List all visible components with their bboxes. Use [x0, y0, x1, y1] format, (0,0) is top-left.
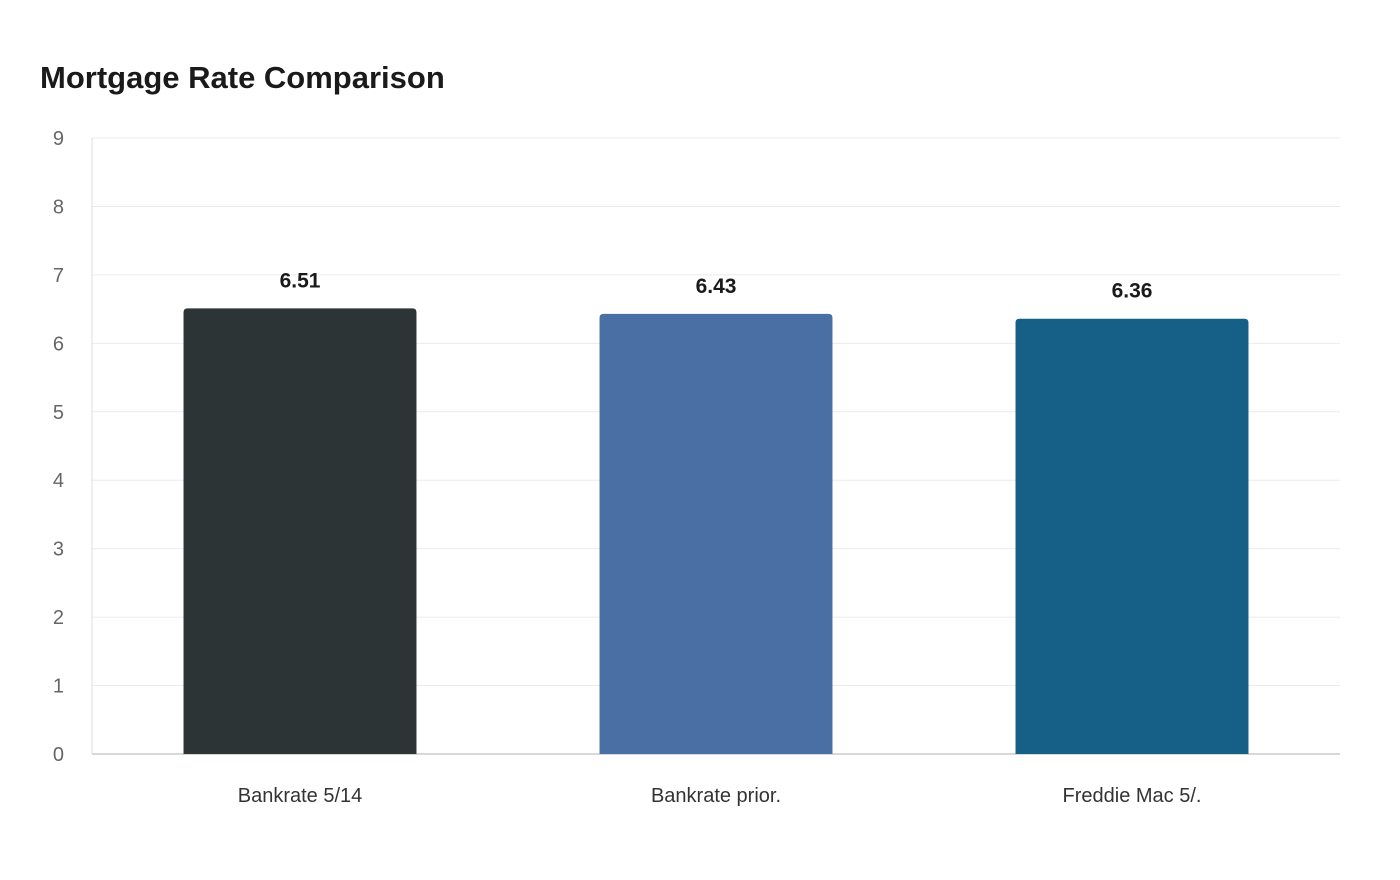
bar — [599, 313, 833, 754]
bar-value-label: 6.51 — [280, 269, 321, 292]
y-tick-label: 0 — [53, 744, 64, 766]
bar-value-label: 6.43 — [696, 275, 737, 298]
bar — [183, 308, 417, 754]
bar — [1015, 318, 1249, 754]
labels: 6.51 Bankrate 5/14 6.43 Bankrate prior. 6.36… — [238, 269, 1202, 807]
y-tick-label: 6 — [53, 333, 64, 355]
chart-title: Mortgage Rate Comparison — [40, 60, 445, 95]
x-tick-label: Bankrate 5/14 — [238, 785, 363, 807]
x-tick-label: Freddie Mac 5/. — [1063, 785, 1202, 807]
bar-value-label: 6.36 — [1112, 280, 1153, 303]
y-tick-label: 5 — [53, 402, 64, 424]
y-tick-label: 7 — [53, 265, 64, 287]
y-tick-label: 4 — [53, 470, 64, 492]
x-tick-label: Bankrate prior. — [651, 785, 781, 807]
y-tick-label: 9 — [53, 128, 64, 150]
y-tick-label: 2 — [53, 607, 64, 629]
y-tick-label: 1 — [53, 676, 64, 698]
bars — [183, 308, 1249, 754]
y-tick-label: 8 — [53, 196, 64, 218]
y-tick-label: 3 — [53, 539, 64, 561]
